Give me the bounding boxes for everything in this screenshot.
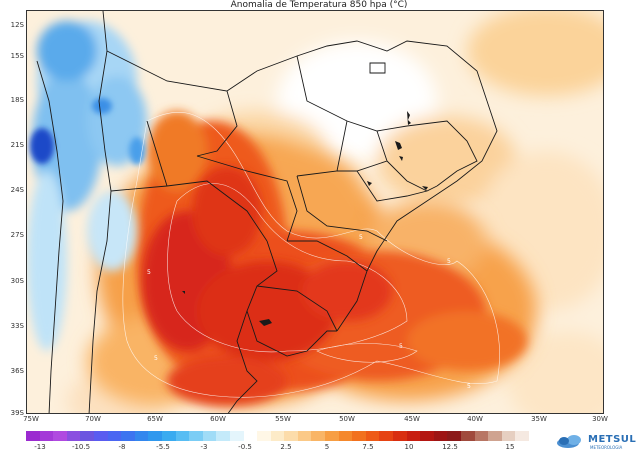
map-title: Anomalia de Temperatura 850 hpa (°C) [230, 0, 408, 10]
lat-label: 30S [10, 277, 24, 285]
cold-core [30, 98, 145, 165]
colorbar-segment [216, 431, 230, 441]
contour-label: 5 [147, 269, 151, 276]
colorbar-segment [53, 431, 67, 441]
colorbar-segment [202, 431, 217, 441]
colorbar-segment [447, 431, 461, 441]
colorbar-segment [393, 431, 407, 441]
colorbar-label: -8 [118, 443, 126, 451]
brand-name: METSUL [588, 434, 637, 445]
colorbar-segment [93, 431, 108, 441]
lon-label: 30W [592, 415, 608, 423]
colorbar-segment [325, 431, 339, 441]
colorbar-label: -0.5 [238, 443, 252, 451]
colorbar-segment [39, 431, 54, 441]
brand-subtitle: METEOROLOGIA [590, 445, 623, 450]
colorbar-segment [433, 431, 448, 441]
colorbar-segment [270, 431, 285, 441]
colorbar-segment [311, 431, 326, 441]
lon-label: 60W [210, 415, 226, 423]
lat-label: 15S [10, 52, 24, 60]
metsul-logo-icon [557, 435, 581, 448]
contour-label: 5 [399, 343, 403, 350]
reservoir-marks [182, 111, 428, 326]
contour-label: 5 [154, 355, 158, 362]
lat-label: 39S [10, 409, 24, 417]
contour-label: 5 [359, 234, 363, 241]
colorbar-segment [26, 431, 40, 441]
colorbar-segment [297, 431, 312, 441]
colorbar-label: 10 [404, 443, 414, 451]
colorbar-label: 12.5 [442, 443, 458, 451]
lat-label: 18S [10, 96, 24, 104]
colorbar-label: -5.5 [156, 443, 170, 451]
colorbar-label: 15 [505, 443, 515, 451]
colorbar-segment [284, 431, 298, 441]
lat-label: 24S [10, 186, 24, 194]
colorbar-segment [352, 431, 366, 441]
colorbar-segment [80, 431, 94, 441]
lon-label: 70W [85, 415, 101, 423]
colorbar-segment [134, 431, 149, 441]
contour-lines [122, 111, 500, 398]
colorbar-segment [189, 431, 203, 441]
colorbar-segment [474, 431, 489, 441]
colorbar-segment [420, 431, 434, 441]
temperature-anomaly-map [27, 11, 603, 413]
colorbar-segment [229, 431, 244, 441]
colorbar-label: -13 [34, 443, 46, 451]
colorbar-segment [107, 431, 122, 441]
colorbar-segment [515, 431, 529, 441]
lat-label: 12S [10, 21, 24, 29]
colorbar-segment [161, 431, 176, 441]
colorbar-label: 7.5 [362, 443, 374, 451]
colorbar-segment [66, 431, 81, 441]
colorbar-segment [121, 431, 135, 441]
contour-label: 5 [467, 383, 471, 390]
colorbar-label: -3 [200, 443, 208, 451]
colorbar-segment [406, 431, 421, 441]
colorbar-segment [243, 431, 258, 441]
colorbar-segment [461, 431, 475, 441]
colorbar-label: -10.5 [71, 443, 91, 451]
colorbar-segment [488, 431, 502, 441]
lon-label: 35W [531, 415, 547, 423]
political-borders [36, 11, 498, 413]
lon-label: 45W [404, 415, 420, 423]
colorbar-label: 2.5 [280, 443, 292, 451]
lat-label: 27S [10, 231, 24, 239]
colorbar-label: 5 [324, 443, 330, 451]
colorbar-segment [148, 431, 162, 441]
colorbar-segment [338, 431, 353, 441]
lon-label: 75W [23, 415, 39, 423]
anomaly-field-max [142, 166, 392, 406]
colorbar-segment [365, 431, 380, 441]
map-frame: 5 5 5 5 5 5 [26, 10, 604, 414]
colorbar-segment [175, 431, 190, 441]
contour-label: 5 [447, 258, 451, 265]
lon-label: 55W [275, 415, 291, 423]
colorbar-segment [379, 431, 394, 441]
colorbar-segment [501, 431, 516, 441]
colorbar-segment [257, 431, 271, 441]
lat-label: 36S [10, 367, 24, 375]
lat-label: 33S [10, 322, 24, 330]
lat-label: 21S [10, 141, 24, 149]
lon-label: 50W [339, 415, 355, 423]
lon-label: 65W [147, 415, 163, 423]
colorbar [26, 431, 529, 441]
lon-label: 40W [467, 415, 483, 423]
